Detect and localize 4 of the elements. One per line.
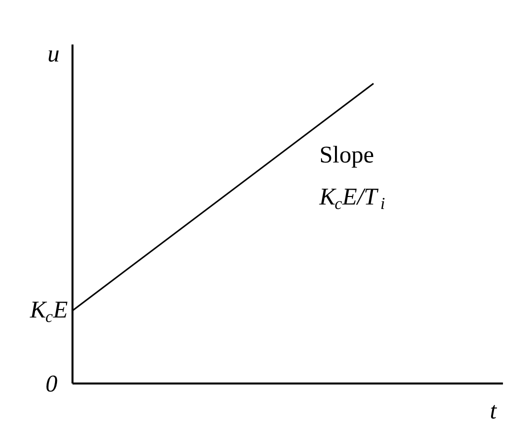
x-axis-title: t <box>490 398 498 424</box>
text: 0 <box>45 372 58 398</box>
y-axis-title: u <box>47 42 60 68</box>
annotation: Slope <box>319 142 374 168</box>
